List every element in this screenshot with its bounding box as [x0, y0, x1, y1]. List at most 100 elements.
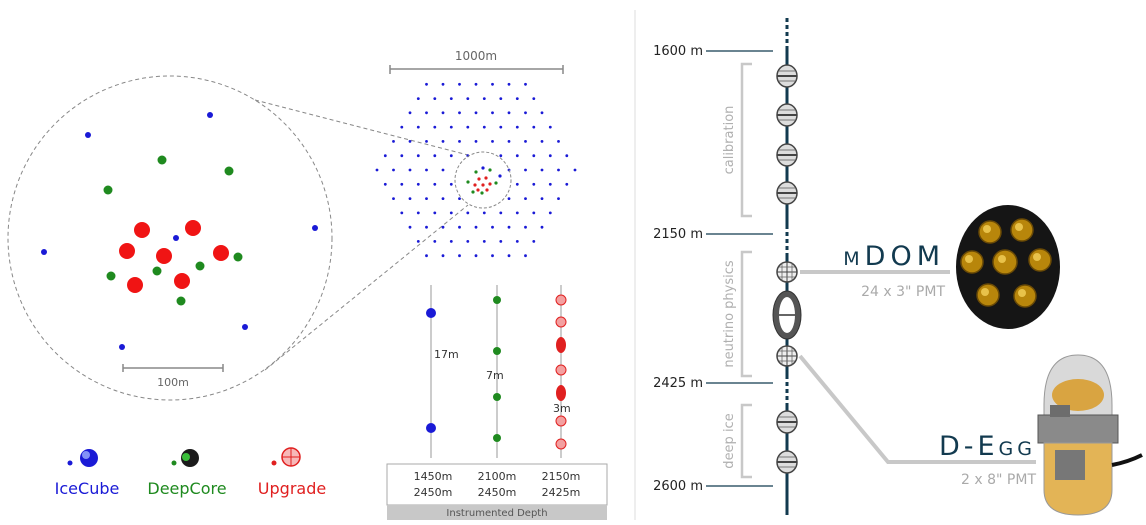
icecube-string: [474, 111, 478, 115]
deepcore-string: [152, 266, 162, 276]
region-deep-ice: deep ice: [722, 413, 737, 468]
deepcore-cluster-string: [488, 168, 492, 172]
icecube-string: [449, 125, 453, 129]
zoom-scale-label: 100m: [157, 376, 189, 389]
icecube-string: [433, 97, 437, 100]
icecube-string: [515, 97, 519, 100]
zoom-circle: [7, 75, 333, 401]
deepcore-cluster-string: [477, 177, 481, 181]
icecube-string: [408, 168, 412, 172]
icecube-string: [491, 225, 494, 229]
degg-module-icon: [776, 103, 798, 127]
icecube-string: [458, 225, 461, 229]
icecube-string: [375, 168, 379, 172]
icecube-string: [449, 240, 453, 243]
region-neutrino-physics: neutrino physics: [722, 260, 737, 368]
icecube-string: [524, 168, 527, 172]
icecube-string: [524, 254, 527, 258]
icecube-string: [515, 154, 519, 158]
icecube-string: [499, 154, 503, 158]
deepcore-dot-icon: [171, 460, 177, 466]
depth-label-2425: 2425 m: [653, 376, 703, 391]
depth-col3-bottom: 2425m: [542, 486, 581, 499]
icecube-string: [499, 125, 503, 129]
icecube-string: [515, 240, 519, 243]
icecube-string: [425, 140, 428, 143]
mdom-detail: 24 x 3" PMT: [861, 284, 945, 300]
icecube-string: [466, 125, 470, 129]
region-calibration: calibration: [722, 106, 737, 175]
depth-label-2600: 2600 m: [653, 479, 703, 494]
icecube-string: [507, 225, 511, 229]
zoom-connector-bottom: [264, 204, 469, 371]
icecube-string: [425, 168, 428, 172]
icecube-string: [441, 168, 445, 172]
icecube-string: [482, 97, 486, 100]
icecube-string: [524, 197, 527, 201]
icecube-string: [515, 211, 519, 215]
mdom-module-icon: [776, 345, 798, 367]
icecube-string: [425, 225, 428, 229]
icecube-string: [425, 111, 428, 115]
icecube-dot-icon: [67, 460, 73, 466]
icecube-string: [524, 225, 527, 229]
upgrade-string: [185, 220, 201, 236]
icecube-string: [482, 125, 486, 129]
deepcore-string: [103, 185, 113, 195]
icecube-string: [458, 82, 461, 86]
icecube-string: [408, 197, 412, 201]
deepcore-cluster-string: [494, 181, 498, 185]
icecube-string: [41, 249, 47, 255]
icecube-string: [433, 211, 437, 215]
upgrade-dot-icon: [271, 460, 277, 466]
upgrade-module: [555, 438, 567, 450]
depth-col2-bottom: 2450m: [478, 486, 517, 499]
icecube-string: [540, 225, 544, 229]
icecube-module-icon: [80, 449, 98, 467]
icecube-string: [449, 182, 453, 186]
legend: IceCube DeepCore Upgrade: [55, 447, 326, 498]
string-diagrams: 17m 7m 3m: [426, 285, 571, 458]
spacing-icecube: 17m: [434, 348, 459, 361]
icecube-string: [466, 211, 470, 215]
degg-module-icon: [776, 64, 798, 88]
upgrade-string: [174, 273, 190, 289]
deepcore-cluster-string: [466, 180, 470, 184]
mdom-photo: [956, 205, 1060, 329]
mdom-callout: mDOM 24 x 3" PMT: [800, 241, 950, 300]
icecube-string: [85, 132, 91, 138]
depth-col2-top: 2100m: [478, 470, 517, 483]
upgrade-module: [556, 337, 566, 353]
legend-icecube-label: IceCube: [55, 479, 120, 498]
icecube-string: [540, 168, 544, 172]
deepcore-region-circle: [454, 151, 512, 209]
icecube-module: [426, 423, 436, 433]
icecube-string: [491, 82, 494, 86]
deepcore-cluster-string: [488, 182, 492, 186]
upgrade-module: [555, 316, 567, 328]
depth-col1-top: 1450m: [414, 470, 453, 483]
icecube-string: [507, 82, 511, 86]
icecube-string: [515, 125, 519, 129]
icecube-string: [482, 240, 486, 243]
icecube-string: [383, 154, 387, 158]
icecube-string: [482, 211, 486, 215]
icecube-string: [532, 125, 536, 129]
icecube-string: [449, 154, 453, 158]
mdom-module-icon: [776, 261, 798, 283]
upgrade-string: [156, 248, 172, 264]
deepcore-string: [195, 261, 205, 271]
icecube-string: [449, 97, 453, 100]
icecube-string: [392, 168, 395, 172]
zoom-connector-top: [254, 99, 469, 156]
icecube-string: [540, 197, 544, 201]
array-scale-bar: 1000m: [389, 49, 564, 74]
array-scale-label: 1000m: [455, 49, 497, 63]
icecube-string: [425, 197, 428, 201]
deepcore-string: [106, 271, 116, 281]
icecube-string: [242, 324, 248, 330]
icecube-string: [524, 111, 527, 115]
icecube-string: [416, 240, 420, 243]
icecube-string: [524, 140, 527, 143]
icecube-string: [441, 111, 445, 115]
